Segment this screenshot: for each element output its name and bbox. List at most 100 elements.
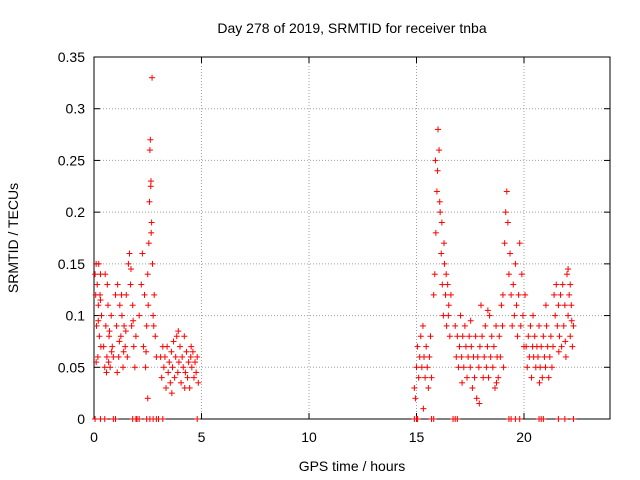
data-point — [194, 416, 201, 422]
data-point — [555, 348, 562, 355]
data-point — [149, 260, 156, 267]
data-point — [185, 359, 192, 366]
x-axis-label: GPS time / hours — [299, 458, 406, 474]
data-point — [96, 333, 103, 340]
data-point — [192, 359, 199, 366]
data-point — [174, 369, 181, 376]
data-point — [509, 322, 516, 329]
data-point — [122, 343, 129, 350]
data-point — [182, 369, 189, 376]
data-point — [158, 374, 165, 381]
data-point — [458, 353, 465, 360]
data-point — [484, 307, 491, 314]
data-point — [102, 322, 109, 329]
data-point — [120, 364, 127, 371]
data-point — [556, 333, 563, 340]
data-point — [413, 364, 420, 371]
data-point — [465, 353, 472, 360]
data-point — [103, 369, 110, 376]
data-point — [536, 379, 543, 386]
data-point — [419, 322, 426, 329]
data-point — [487, 353, 494, 360]
data-point — [445, 302, 452, 309]
data-point — [93, 322, 100, 329]
data-point — [420, 405, 427, 412]
data-point — [101, 416, 108, 422]
data-point — [414, 343, 421, 350]
plot-border — [93, 56, 611, 420]
data-point — [555, 302, 562, 309]
data-point — [179, 353, 186, 360]
data-point — [173, 333, 180, 340]
data-point — [505, 271, 512, 278]
data-point — [159, 416, 166, 422]
data-point — [184, 374, 191, 381]
data-point — [118, 291, 125, 298]
y-tick-label: 0.3 — [66, 101, 86, 117]
data-point — [130, 317, 137, 324]
chart-title: Day 278 of 2019, SRMTID for receiver tnb… — [217, 20, 486, 36]
data-point — [519, 312, 526, 319]
data-point — [531, 333, 538, 340]
data-point — [178, 379, 185, 386]
data-point — [433, 188, 440, 195]
data-point — [103, 353, 110, 360]
data-point — [530, 312, 537, 319]
data-point — [168, 390, 175, 397]
data-point — [143, 348, 150, 355]
y-tick-label: 0.15 — [58, 256, 85, 272]
data-point — [503, 188, 510, 195]
data-point — [474, 353, 481, 360]
data-point — [113, 322, 120, 329]
data-point — [148, 229, 155, 236]
data-point — [560, 322, 567, 329]
data-point — [127, 266, 134, 273]
data-point — [499, 291, 506, 298]
data-point — [145, 302, 152, 309]
data-point — [493, 379, 500, 386]
data-point — [443, 271, 450, 278]
data-point — [131, 364, 138, 371]
data-point — [436, 198, 443, 205]
data-point — [441, 260, 448, 267]
data-point — [181, 384, 188, 391]
data-point — [542, 302, 549, 309]
x-tick-label: 15 — [409, 429, 425, 445]
data-point — [92, 416, 99, 422]
data-point — [541, 353, 548, 360]
data-point — [444, 281, 451, 288]
data-point — [188, 343, 195, 350]
data-point — [136, 416, 143, 422]
data-point — [476, 400, 483, 407]
data-point — [164, 343, 171, 350]
data-point — [95, 260, 102, 267]
data-point — [456, 343, 463, 350]
data-point — [511, 312, 518, 319]
data-point — [466, 333, 473, 340]
data-point — [194, 353, 201, 360]
data-point — [516, 416, 523, 422]
data-point — [495, 374, 502, 381]
y-tick-label: 0.1 — [66, 308, 86, 324]
data-point — [561, 416, 568, 422]
data-point — [537, 364, 544, 371]
data-point — [552, 312, 559, 319]
data-point — [421, 353, 428, 360]
data-point — [431, 271, 438, 278]
data-point — [122, 328, 129, 335]
data-point — [423, 343, 430, 350]
data-point — [482, 322, 489, 329]
data-point — [432, 157, 439, 164]
data-point — [171, 374, 178, 381]
data-point — [568, 317, 575, 324]
data-point — [120, 348, 127, 355]
data-point — [106, 328, 113, 335]
data-point — [489, 364, 496, 371]
data-point — [567, 281, 574, 288]
data-point — [479, 333, 486, 340]
data-point — [555, 416, 562, 422]
data-point — [108, 312, 115, 319]
data-point — [545, 374, 552, 381]
axis-ticks: 0 0.05 0.1 0.15 0.2 0.25 0.3 0.35 0 5 10 15 20 — [58, 49, 610, 445]
data-point — [130, 343, 137, 350]
